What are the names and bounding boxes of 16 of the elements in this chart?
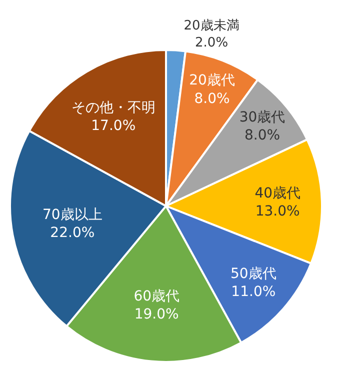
data-label: 17.0% (91, 118, 136, 134)
slice-label: 50歳代 (230, 266, 276, 282)
slice-label: 70歳以上 (42, 206, 102, 223)
slice-label: 40歳代 (254, 185, 301, 202)
data-label: 2.0% (195, 35, 228, 50)
slice-label: 60歳代 (134, 288, 180, 304)
data-label: 19.0% (134, 306, 179, 323)
data-label: 8.0% (244, 127, 280, 144)
slice-label: その他・不明 (71, 100, 156, 116)
data-label: 13.0% (255, 204, 300, 220)
slice-label: 20歳代 (189, 72, 235, 89)
data-label: 22.0% (50, 224, 95, 241)
data-label: 8.0% (194, 90, 230, 107)
slice-label: 20歳未満 (184, 18, 240, 34)
slice-label: 30歳代 (239, 109, 286, 126)
data-label: 11.0% (231, 284, 276, 300)
